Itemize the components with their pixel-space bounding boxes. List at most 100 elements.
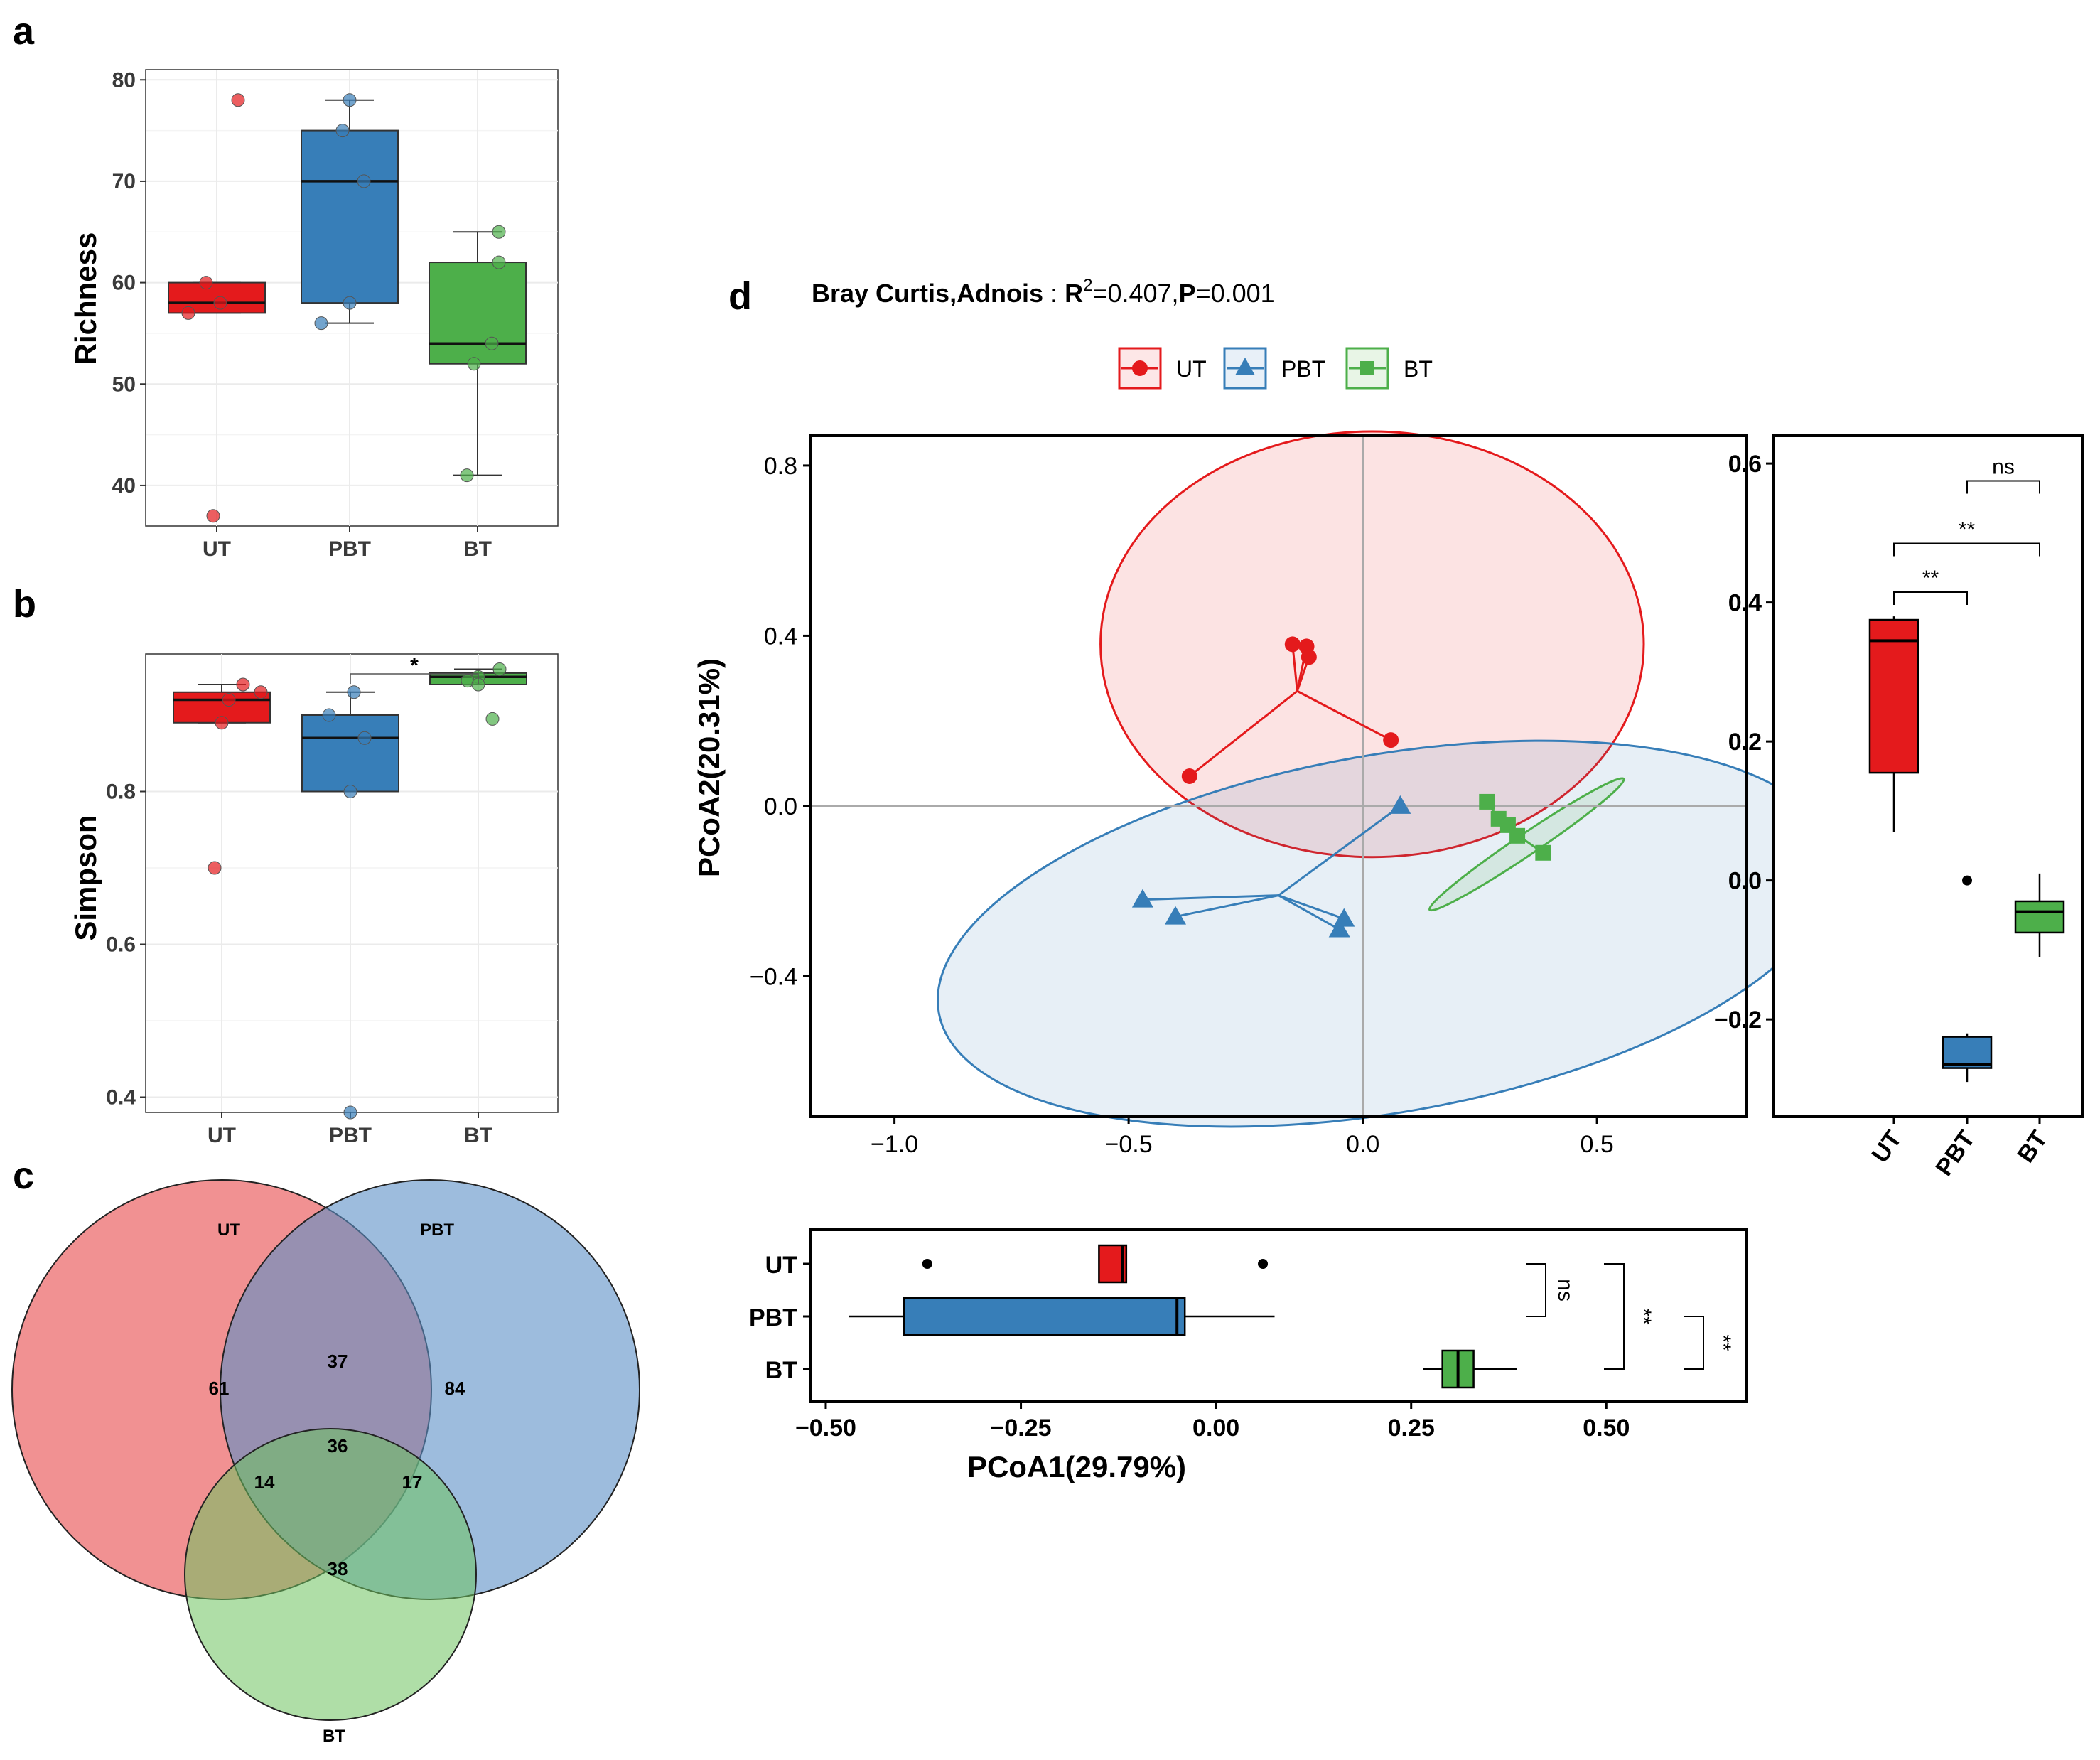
data-point [343, 296, 357, 310]
significance-label: ** [1922, 567, 1939, 590]
panel-letter-b: b [13, 583, 36, 626]
significance-bracket [350, 673, 479, 684]
x-tick-label: BT [464, 1124, 492, 1147]
y-tick-label: 0.4 [764, 623, 797, 650]
spider-line [1278, 894, 1345, 920]
x-tick-label: BT [2012, 1126, 2052, 1168]
x-tick-label: UT [208, 1124, 236, 1147]
x-tick-label: 0.0 [1346, 1131, 1379, 1158]
box-bt [2014, 900, 2065, 934]
venn-region-ut: 61 [209, 1378, 230, 1399]
legend-label-pbt: PBT [1281, 356, 1325, 382]
box-pbt [301, 714, 399, 793]
x-tick-label: 0.50 [1583, 1415, 1630, 1442]
y-tick-label: 0.6 [1728, 451, 1762, 478]
data-point [199, 276, 213, 290]
data-point [343, 93, 357, 107]
point-bt [1535, 844, 1551, 861]
data-point [314, 316, 328, 331]
pcoa1-boxplot: PCoA1(29.79%) ns ** ** UT PBT BT −0.50 −0.25 0.0… [749, 1228, 1748, 1483]
venn-circle-bt [184, 1428, 477, 1721]
venn-region-ut-bt: 14 [254, 1471, 275, 1493]
point-pbt [1328, 918, 1350, 938]
outlier-point [1962, 875, 1972, 886]
x-tick-label: PBT [329, 1124, 372, 1147]
legend-marker-ut [1132, 360, 1148, 376]
significance-bracket [1604, 1263, 1625, 1370]
ellipse-ut [1099, 430, 1645, 859]
venn-region-all: 36 [328, 1435, 348, 1456]
x-tick-label: BT [463, 537, 492, 561]
data-point [181, 306, 195, 320]
point-bt [1479, 793, 1495, 810]
pcoa-scatter: PCoA2(20.31%) −1.0 −0.5 0.0 0.5 −0.4 0.0 0.4 0.… [692, 430, 1836, 1158]
significance-bracket [1966, 480, 2040, 494]
outlier-point [922, 1259, 932, 1269]
data-point [343, 785, 357, 798]
legend-marker-bt [1360, 361, 1374, 375]
y-tick-label: 40 [112, 474, 136, 498]
y-tick-label: −0.2 [1714, 1007, 1762, 1034]
pcoa-xlabel: PCoA1(29.79%) [967, 1450, 1186, 1483]
spider-line [1296, 689, 1391, 741]
outlier-point [1258, 1259, 1269, 1269]
point-ut [1284, 636, 1301, 653]
significance-bracket [1893, 542, 2040, 557]
simpson-ylabel: Simpson [69, 815, 102, 940]
venn-region-pbt: 84 [445, 1378, 465, 1399]
legend-marker-pbt [1235, 358, 1255, 375]
spider-line [1188, 690, 1298, 778]
spider-line [1291, 644, 1298, 692]
box-pbt [903, 1297, 1186, 1336]
pcoa-title-r-value: =0.407, [1092, 279, 1178, 308]
x-tick-label: UT [1866, 1126, 1907, 1168]
venn-label-bt: BT [323, 1727, 345, 1746]
point-pbt [1131, 889, 1153, 908]
x-tick-label: −0.25 [991, 1415, 1052, 1442]
y-tick-label: BT [765, 1357, 798, 1384]
plot-frame [809, 434, 1748, 1118]
pcoa-title: Bray Curtis,Adnois : R2=0.407,P=0.001 [812, 276, 1275, 308]
point-bt [1509, 827, 1526, 844]
y-tick-label: 0.8 [764, 453, 797, 480]
box-bt [429, 262, 527, 365]
venn-region-ut-pbt: 37 [328, 1351, 348, 1372]
venn-label-pbt: PBT [420, 1220, 454, 1240]
box-ut [1868, 618, 1919, 774]
x-tick-label: −1.0 [871, 1131, 918, 1158]
data-point [215, 716, 229, 730]
pcoa-title-sup: 2 [1083, 276, 1092, 295]
y-tick-label: 0.4 [1728, 590, 1762, 617]
y-tick-label: PBT [749, 1304, 797, 1331]
box-pbt [1942, 1036, 1993, 1069]
significance-bracket [1684, 1316, 1704, 1370]
venn-diagram: UT PBT BT 61 84 38 37 14 17 36 [11, 1179, 640, 1746]
richness-ylabel: Richness [69, 232, 102, 365]
point-ut [1383, 732, 1399, 748]
legend-label-bt: BT [1404, 356, 1433, 382]
data-point [335, 124, 350, 138]
data-point [485, 712, 500, 726]
data-point [492, 225, 506, 239]
data-point [492, 662, 507, 676]
point-ut [1301, 649, 1317, 665]
data-point [347, 685, 361, 699]
significance-bracket [1526, 1263, 1546, 1317]
venn-region-bt: 38 [328, 1558, 348, 1579]
y-tick-label: 60 [112, 272, 136, 295]
pcoa-legend: UT PBT BT [1118, 347, 1433, 390]
box-pbt [301, 129, 399, 304]
spider-line [1278, 805, 1401, 896]
y-tick-label: 70 [112, 170, 136, 193]
point-pbt [1165, 906, 1187, 925]
richness-chart: Richness 40 50 60 70 80 UT PBT BT [69, 68, 559, 561]
significance-label: ** [1959, 518, 1976, 542]
x-tick-label: −0.50 [795, 1415, 856, 1442]
data-point [357, 731, 372, 745]
data-point [322, 708, 336, 722]
x-tick-label: PBT [328, 537, 371, 561]
data-point [222, 693, 236, 707]
data-point [254, 685, 268, 699]
data-point [467, 357, 481, 371]
x-tick-label: PBT [1930, 1126, 1980, 1181]
